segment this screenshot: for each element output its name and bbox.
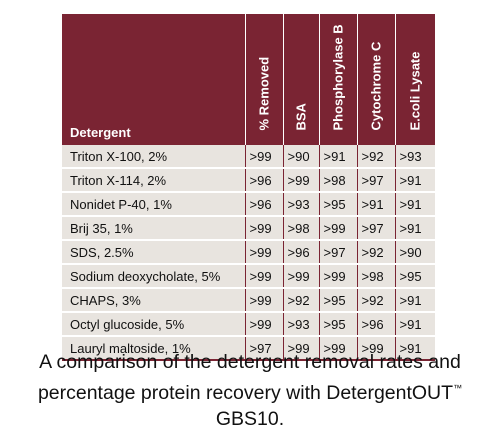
cell-value: >91 — [395, 168, 435, 193]
cell-value: >91 — [319, 145, 358, 169]
cell-value: >91 — [395, 288, 435, 313]
cell-value: >92 — [357, 288, 396, 313]
cell-value: >90 — [283, 145, 320, 169]
header-ecoli-lysate: E.coli Lysate — [395, 14, 435, 145]
cell-detergent: Nonidet P-40, 1% — [62, 192, 246, 217]
cell-value: >99 — [245, 264, 284, 289]
caption-line-2-text: percentage protein recovery with Deterge… — [37, 382, 454, 404]
cell-detergent: Lauryl maltoside, 1% — [62, 336, 246, 361]
cell-value: >99 — [319, 336, 358, 361]
header-percent-removed-label: % Removed — [256, 56, 272, 131]
cell-value: >99 — [357, 336, 396, 361]
cell-value: >99 — [245, 145, 284, 169]
cell-value: >91 — [357, 192, 396, 217]
cell-value: >99 — [283, 336, 320, 361]
caption-line-3: GBS10. — [215, 408, 285, 430]
header-phosphorylase-b: Phosphorylase B — [319, 14, 358, 145]
header-bsa: BSA — [283, 14, 320, 145]
cell-detergent: Triton X-100, 2% — [62, 145, 246, 169]
cell-value: >95 — [319, 312, 358, 337]
cell-detergent: Brij 35, 1% — [62, 216, 246, 241]
cell-value: >99 — [245, 216, 284, 241]
cell-value: >98 — [357, 264, 396, 289]
header-cytochrome-c: Cytochrome C — [357, 14, 396, 145]
cell-value: >96 — [283, 240, 320, 265]
cell-value: >95 — [319, 288, 358, 313]
cell-value: >92 — [357, 145, 396, 169]
cell-detergent: Triton X-114, 2% — [62, 168, 246, 193]
table-row: Nonidet P-40, 1% >96 >93 >95 >91 >91 — [62, 192, 435, 217]
cell-value: >92 — [283, 288, 320, 313]
cell-value: >96 — [245, 192, 284, 217]
cell-value: >97 — [357, 216, 396, 241]
cell-value: >95 — [319, 192, 358, 217]
detergent-removal-table: Detergent % Removed BSA Phosphorylase B … — [62, 14, 435, 361]
table-row: Octyl glucoside, 5% >99 >93 >95 >96 >91 — [62, 312, 435, 337]
header-percent-removed: % Removed — [245, 14, 284, 145]
cell-detergent: Sodium deoxycholate, 5% — [62, 264, 246, 289]
cell-value: >99 — [319, 264, 358, 289]
caption-line-1: A comparison of the detergent removal ra… — [39, 351, 461, 373]
cell-value: >90 — [395, 240, 435, 265]
cell-value: >99 — [283, 264, 320, 289]
cell-value: >91 — [395, 312, 435, 337]
header-bsa-label: BSA — [293, 103, 309, 131]
cell-detergent: Octyl glucoside, 5% — [62, 312, 246, 337]
header-phosphorylase-b-label: Phosphorylase B — [330, 24, 346, 131]
table-row: SDS, 2.5% >99 >96 >97 >92 >90 — [62, 240, 435, 265]
cell-value: >91 — [395, 336, 435, 361]
trademark-symbol: ™ — [453, 383, 463, 393]
cell-value: >96 — [245, 168, 284, 193]
table-row: Triton X-114, 2% >96 >99 >98 >97 >91 — [62, 168, 435, 193]
cell-value: >97 — [357, 168, 396, 193]
cell-value: >98 — [319, 168, 358, 193]
table-row: Lauryl maltoside, 1% >97 >99 >99 >99 >91 — [62, 336, 435, 361]
cell-value: >91 — [395, 216, 435, 241]
header-cytochrome-c-label: Cytochrome C — [368, 41, 384, 131]
header-ecoli-lysate-label: E.coli Lysate — [407, 51, 423, 131]
cell-value: >93 — [283, 192, 320, 217]
cell-value: >99 — [245, 312, 284, 337]
cell-value: >92 — [357, 240, 396, 265]
cell-value: >93 — [395, 145, 435, 169]
cell-value: >96 — [357, 312, 396, 337]
cell-value: >97 — [245, 336, 284, 361]
table-row: Triton X-100, 2% >99 >90 >91 >92 >93 — [62, 145, 435, 169]
table-row: Sodium deoxycholate, 5% >99 >99 >99 >98 … — [62, 264, 435, 289]
table-row: CHAPS, 3% >99 >92 >95 >92 >91 — [62, 288, 435, 313]
cell-value: >99 — [283, 168, 320, 193]
caption-line-2: percentage protein recovery with Deterge… — [0, 375, 500, 406]
cell-detergent: CHAPS, 3% — [62, 288, 246, 313]
cell-value: >99 — [319, 216, 358, 241]
cell-value: >99 — [245, 288, 284, 313]
table-row: Brij 35, 1% >99 >98 >99 >97 >91 — [62, 216, 435, 241]
table-header-row: Detergent % Removed BSA Phosphorylase B … — [62, 14, 435, 145]
header-detergent: Detergent — [62, 14, 246, 145]
cell-value: >98 — [283, 216, 320, 241]
cell-detergent: SDS, 2.5% — [62, 240, 246, 265]
cell-value: >93 — [283, 312, 320, 337]
cell-value: >99 — [245, 240, 284, 265]
cell-value: >95 — [395, 264, 435, 289]
figure-caption: A comparison of the detergent removal ra… — [0, 349, 500, 432]
cell-value: >97 — [319, 240, 358, 265]
cell-value: >91 — [395, 192, 435, 217]
detergent-table-container: Detergent % Removed BSA Phosphorylase B … — [62, 14, 435, 361]
